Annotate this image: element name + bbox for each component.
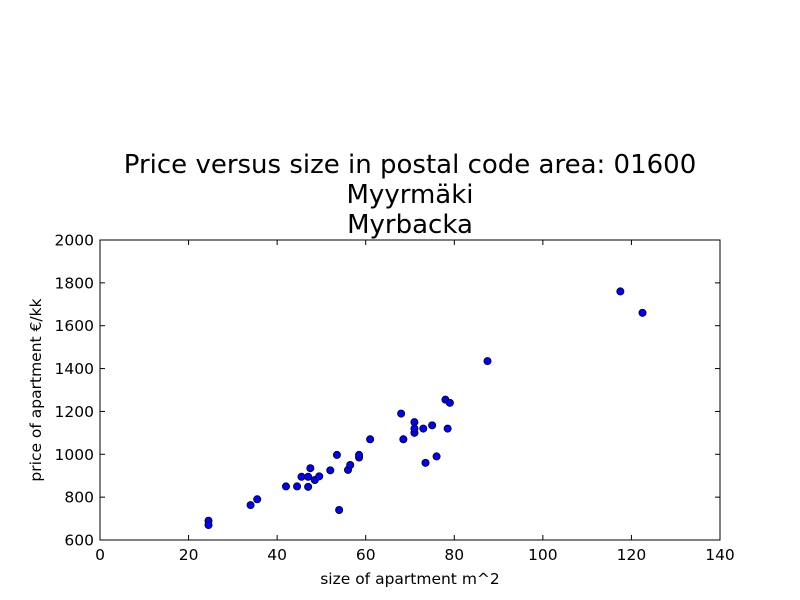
x-tick-label: 120 [617, 546, 647, 564]
chart-title: Price versus size in postal code area: 0… [124, 150, 697, 240]
title-line-1: Price versus size in postal code area: 0… [124, 150, 697, 180]
y-axis-label: price of apartment €/kk [27, 298, 45, 481]
data-point [419, 424, 428, 433]
data-point [293, 482, 302, 491]
data-point [638, 308, 647, 317]
y-tick-label: 1000 [55, 446, 94, 464]
data-point [332, 450, 341, 459]
x-axis-label: size of apartment m^2 [320, 570, 500, 588]
data-point [399, 435, 408, 444]
data-point [428, 421, 437, 430]
data-point [304, 482, 313, 491]
data-point [616, 287, 625, 296]
x-axis-ticks: 0 20 40 60 80 100 120 140 [95, 240, 735, 564]
y-tick-label: 2000 [55, 232, 94, 250]
data-point [204, 521, 213, 530]
data-point [355, 450, 364, 459]
data-point [397, 409, 406, 418]
y-tick-label: 800 [64, 489, 94, 507]
y-tick-label: 600 [64, 532, 94, 550]
y-tick-label: 1200 [55, 403, 94, 421]
data-point [443, 424, 452, 433]
data-point [410, 418, 419, 427]
data-point [297, 472, 306, 481]
data-point [483, 357, 492, 366]
data-point [432, 452, 441, 461]
y-tick-label: 1400 [55, 360, 94, 378]
title-line-3: Myrbacka [347, 210, 473, 240]
x-tick-label: 0 [95, 546, 105, 564]
data-point [346, 460, 355, 469]
x-tick-label: 40 [267, 546, 287, 564]
y-axis-ticks: 600 800 1000 1200 1400 1600 1800 2000 [55, 232, 720, 550]
data-point [366, 435, 375, 444]
y-tick-label: 1600 [55, 317, 94, 335]
data-point [304, 472, 313, 481]
y-tick-label: 1800 [55, 274, 94, 292]
data-point [335, 505, 344, 514]
data-point [253, 495, 262, 504]
data-point [315, 472, 324, 481]
x-tick-label: 60 [356, 546, 376, 564]
title-line-2: Myyrmäki [347, 180, 474, 210]
data-point [326, 466, 335, 475]
data-point [421, 458, 430, 467]
x-tick-label: 140 [705, 546, 735, 564]
x-tick-label: 20 [179, 546, 199, 564]
data-point [281, 482, 290, 491]
x-tick-label: 80 [444, 546, 464, 564]
data-point [246, 501, 255, 510]
data-point [306, 464, 315, 473]
data-point [445, 398, 454, 407]
x-tick-label: 100 [528, 546, 558, 564]
plot-area-frame [99, 239, 721, 541]
data-points [204, 287, 647, 530]
